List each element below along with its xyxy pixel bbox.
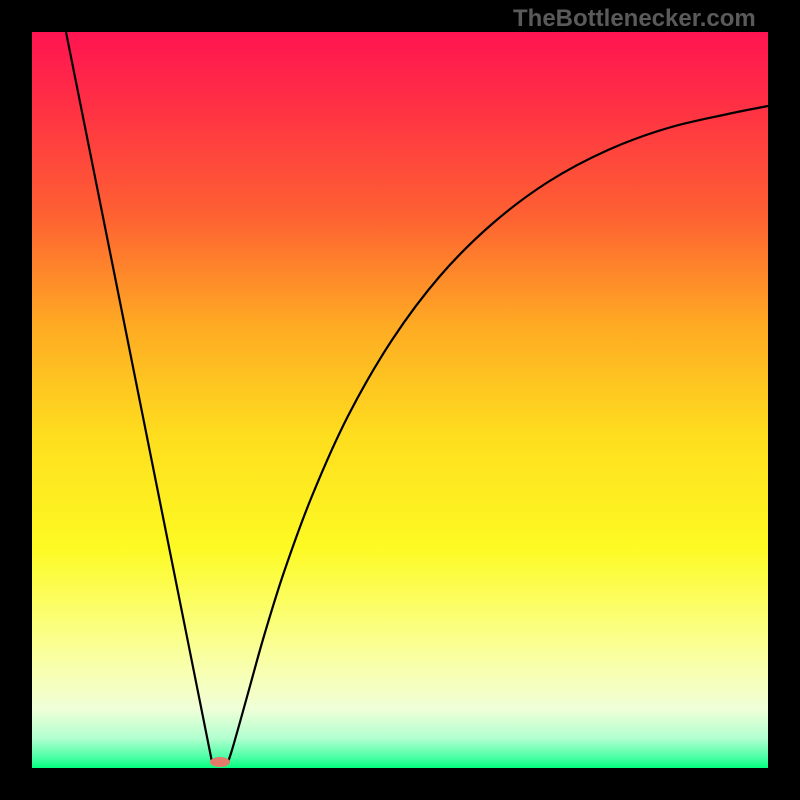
minimum-marker <box>210 757 230 767</box>
chart-frame: TheBottlenecker.com <box>0 0 800 800</box>
plot-area <box>32 32 768 768</box>
watermark-text: TheBottlenecker.com <box>513 5 756 33</box>
chart-svg <box>0 0 800 800</box>
gradient-background <box>32 32 768 768</box>
